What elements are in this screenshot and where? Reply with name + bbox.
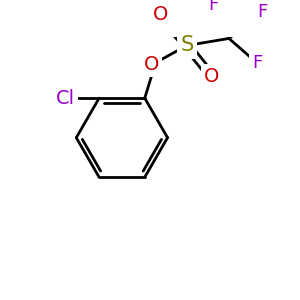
Text: O: O <box>153 5 168 24</box>
Text: O: O <box>204 67 219 86</box>
Text: F: F <box>257 3 267 21</box>
Text: O: O <box>144 55 159 74</box>
Text: S: S <box>180 35 194 56</box>
Text: F: F <box>208 0 218 14</box>
Text: F: F <box>252 54 262 72</box>
Text: Cl: Cl <box>56 88 75 108</box>
